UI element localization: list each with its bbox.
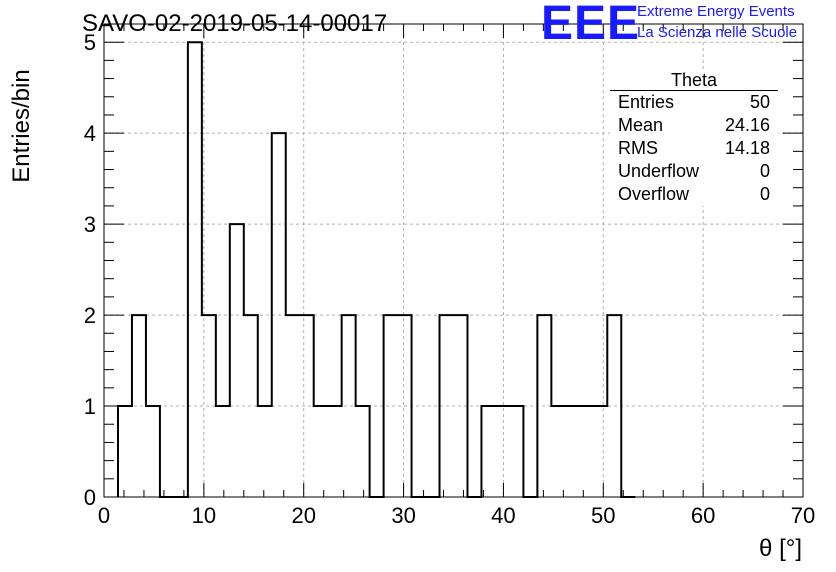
histogram-bin [118, 406, 132, 497]
stats-box: Theta Entries 50 Mean 24.16 RMS 14.18 Un… [610, 70, 778, 206]
y-tick-label: 4 [84, 121, 96, 146]
histogram-bin [384, 315, 398, 497]
histogram-bin [258, 406, 272, 497]
stats-value: 50 [749, 92, 770, 112]
eee-logo: EEE [541, 0, 641, 50]
x-tick-label: 70 [791, 503, 815, 528]
y-tick-label: 0 [84, 485, 96, 510]
histogram-bin [216, 406, 230, 497]
histogram-line [116, 41, 636, 498]
stats-row-underflow: Underflow 0 [610, 160, 778, 183]
histogram-bin [342, 315, 356, 497]
stats-label: Entries [618, 92, 675, 112]
histogram-bin [314, 406, 328, 497]
histogram-bin [565, 406, 579, 497]
stats-value: 0 [759, 184, 770, 204]
stats-label: RMS [618, 138, 658, 158]
histogram-bin [509, 406, 523, 497]
stats-label: Underflow [618, 161, 700, 181]
stats-value: 0 [759, 161, 770, 181]
stats-row-overflow: Overflow 0 [610, 183, 778, 206]
histogram-bin [593, 406, 607, 497]
y-tick-label: 2 [84, 303, 96, 328]
histogram-bin [188, 42, 202, 497]
stats-value: 24.16 [724, 115, 770, 135]
histogram-bin [356, 406, 370, 497]
x-axis-label: θ [°] [759, 535, 802, 562]
x-tick-label: 40 [491, 503, 515, 528]
stats-label: Mean [618, 115, 664, 135]
stats-title: Theta [610, 70, 778, 91]
logo-line-1: Extreme Energy Events [637, 3, 795, 20]
x-tick-label: 50 [591, 503, 615, 528]
y-axis-label: Entries/bin [8, 69, 35, 183]
x-tick-label: 0 [98, 503, 110, 528]
histogram-bin [300, 315, 314, 497]
histogram-bin [481, 406, 495, 497]
histogram-bin [551, 406, 565, 497]
y-tick-label: 5 [84, 30, 96, 55]
y-tick-label: 1 [84, 394, 96, 419]
histogram-bin [146, 406, 160, 497]
stats-row-rms: RMS 14.18 [610, 137, 778, 160]
stats-label: Overflow [618, 184, 690, 204]
plot-frame [103, 23, 804, 498]
histogram-bin [495, 406, 509, 497]
x-tick-label: 20 [291, 503, 315, 528]
x-tick-label: 60 [691, 503, 715, 528]
logo-line-2: La Scienza nelle Scuole [637, 24, 798, 41]
histogram-bin [579, 406, 593, 497]
stats-value: 14.18 [724, 138, 770, 158]
histogram-bin [328, 406, 342, 497]
chart-title: SAVO-02-2019-05-14-00017 [82, 10, 388, 37]
stats-row-mean: Mean 24.16 [610, 114, 778, 137]
y-tick-label: 3 [84, 212, 96, 237]
stats-row-entries: Entries 50 [610, 91, 778, 114]
x-tick-label: 30 [391, 503, 415, 528]
x-tick-label: 10 [192, 503, 216, 528]
histogram-bin [230, 224, 244, 497]
